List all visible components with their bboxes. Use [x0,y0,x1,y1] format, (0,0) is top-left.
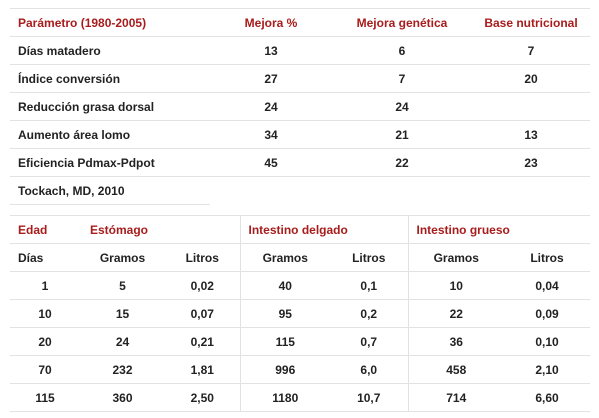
cell: 2,50 [165,383,240,412]
subheader-litros: Litros [330,243,408,272]
subheader-litros: Litros [504,243,590,272]
cell: Eficiencia Pdmax-Pdpot [10,148,210,177]
cell: 22 [332,148,472,177]
table-row: Aumento área lomo 34 21 13 [10,120,590,149]
cell: 0,10 [504,327,590,356]
cell: 13 [210,36,332,65]
cell: 45 [210,148,332,177]
cell: 0,7 [330,327,408,356]
subheader-litros: Litros [165,243,240,272]
cell: 7 [332,64,472,93]
table-row: 70 232 1,81 996 6,0 458 2,10 [10,355,590,384]
cell: 13 [472,120,590,149]
improvement-table: Parámetro (1980-2005) Mejora % Mejora ge… [10,8,590,205]
table-row: Reducción grasa dorsal 24 24 [10,92,590,121]
cell: 0,09 [504,299,590,328]
subheader-dias: Días [10,243,80,272]
cell: 7 [472,36,590,65]
table-row: 115 360 2,50 1180 10,7 714 6,60 [10,383,590,412]
cell: 1,81 [165,355,240,384]
cell [472,92,590,121]
header-intestino-delgado: Intestino delgado [239,215,408,244]
table-row: 1 5 0,02 40 0,1 10 0,04 [10,271,590,300]
cell: 24 [332,92,472,121]
cell: 5 [80,271,165,300]
cell: 6 [332,36,472,65]
cell: 10 [407,271,504,300]
cell: 115 [10,383,80,412]
cell: 458 [407,355,504,384]
cell: 20 [10,327,80,356]
cell: 0,1 [330,271,408,300]
cell: 70 [10,355,80,384]
subheader-row: Días Gramos Litros Gramos Litros Gramos … [10,243,590,272]
cell: 34 [210,120,332,149]
source-row: Tockach, MD, 2010 [10,176,590,205]
cell: 714 [407,383,504,412]
cell: 2,10 [504,355,590,384]
cell: 20 [472,64,590,93]
cell: 10 [10,299,80,328]
header-estomago: Estómago [80,215,240,244]
cell: Días matadero [10,36,210,65]
table-row: Eficiencia Pdmax-Pdpot 45 22 23 [10,148,590,177]
table-row: Días matadero 13 6 7 [10,36,590,65]
cell: 0,04 [504,271,590,300]
cell: 232 [80,355,165,384]
cell: 6,60 [504,383,590,412]
cell: 6,0 [330,355,408,384]
cell: Aumento área lomo [10,120,210,149]
cell: 996 [239,355,330,384]
cell: 0,02 [165,271,240,300]
cell: Índice conversión [10,64,210,93]
cell: 24 [80,327,165,356]
table-row: 20 24 0,21 115 0,7 36 0,10 [10,327,590,356]
cell: 115 [239,327,330,356]
group-header-row: Edad Estómago Intestino delgado Intestin… [10,215,590,244]
cell: 40 [239,271,330,300]
header-edad: Edad [10,215,80,244]
cell: 0,21 [165,327,240,356]
cell: 1180 [239,383,330,412]
subheader-gramos: Gramos [239,243,330,272]
table-header-row: Parámetro (1980-2005) Mejora % Mejora ge… [10,8,590,37]
header-mejora-pct: Mejora % [210,8,332,37]
digestive-table: Edad Estómago Intestino delgado Intestin… [10,215,590,412]
cell: Reducción grasa dorsal [10,92,210,121]
source-note: Tockach, MD, 2010 [10,176,210,205]
cell: 27 [210,64,332,93]
cell: 1 [10,271,80,300]
cell: 0,2 [330,299,408,328]
cell: 21 [332,120,472,149]
header-parametro: Parámetro (1980-2005) [10,8,210,37]
cell: 15 [80,299,165,328]
cell: 95 [239,299,330,328]
subheader-gramos: Gramos [407,243,504,272]
table-row: 10 15 0,07 95 0,2 22 0,09 [10,299,590,328]
cell: 360 [80,383,165,412]
table-row: Índice conversión 27 7 20 [10,64,590,93]
header-intestino-grueso: Intestino grueso [407,215,590,244]
cell: 24 [210,92,332,121]
cell: 22 [407,299,504,328]
header-mejora-genetica: Mejora genética [332,8,472,37]
cell: 23 [472,148,590,177]
cell: 36 [407,327,504,356]
subheader-gramos: Gramos [80,243,165,272]
header-base-nutricional: Base nutricional [472,8,590,37]
cell: 10,7 [330,383,408,412]
cell: 0,07 [165,299,240,328]
